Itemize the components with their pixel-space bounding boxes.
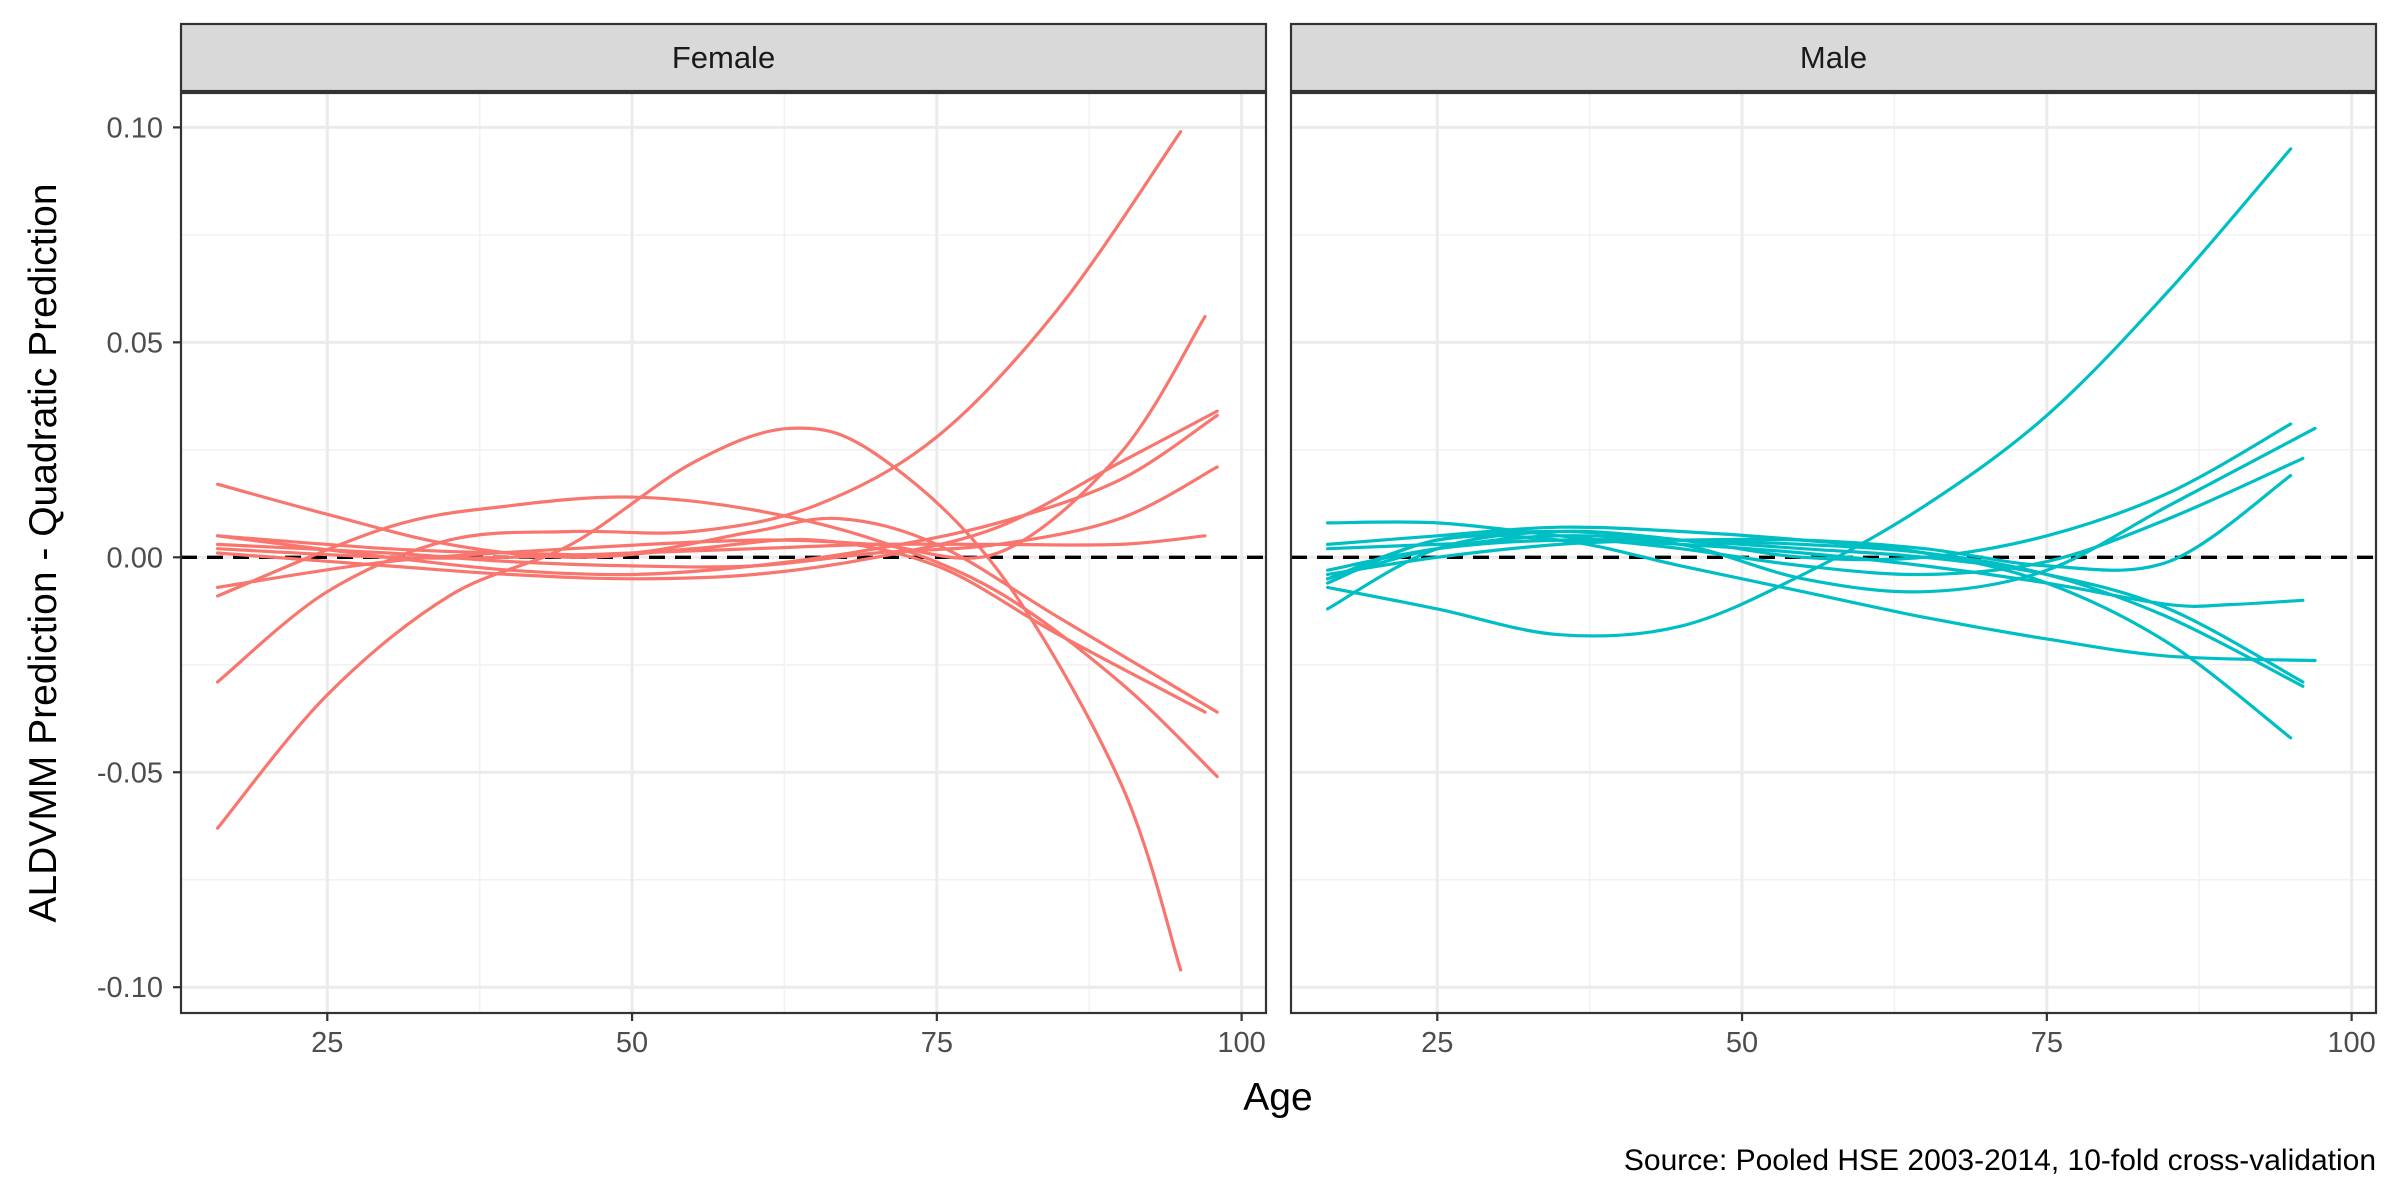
female-series-line-3 — [215, 482, 1207, 714]
strip-male-background — [1289, 22, 2378, 93]
male-series-line-4 — [1325, 456, 2305, 577]
x-tick-label: 25 — [1421, 1027, 1453, 1059]
x-tick-label: 50 — [1726, 1027, 1758, 1059]
y-tick-label: -0.05 — [97, 757, 163, 789]
x-tick-label: 100 — [1217, 1027, 1265, 1059]
male-series-line-8 — [1325, 529, 2305, 684]
y-tick-label: 0.05 — [107, 327, 163, 359]
panel-male-background — [1291, 93, 2376, 1013]
x-axis-title: Age — [1243, 1076, 1312, 1119]
male-series-line-6 — [1325, 525, 2293, 740]
panel-female-border — [179, 91, 1268, 1015]
female-series-line-9 — [215, 465, 1219, 569]
female-series-line-1 — [215, 426, 1183, 972]
y-tick-label: 0.00 — [107, 542, 163, 574]
x-tick-label: 50 — [616, 1027, 648, 1059]
panel-male-lines — [1325, 147, 2317, 740]
x-tick-label: 75 — [921, 1027, 953, 1059]
y-tick-label: -0.10 — [97, 972, 163, 1004]
female-series-line-8 — [215, 409, 1219, 581]
male-series-line-1 — [1325, 147, 2293, 638]
source-caption: Source: Pooled HSE 2003-2014, 10-fold cr… — [1624, 1144, 2376, 1177]
male-series-line-9 — [1325, 538, 2305, 608]
x-axis-male: 25 50 75 100 — [1421, 1013, 2376, 1059]
panel-female-lines — [215, 130, 1219, 972]
male-series-line-10 — [1325, 534, 2317, 663]
y-axis: -0.10 -0.05 0.00 0.05 0.10 — [97, 112, 181, 1004]
x-tick-label: 75 — [2031, 1027, 2063, 1059]
male-series-line-2 — [1325, 422, 2293, 611]
y-tick-label: 0.10 — [107, 112, 163, 144]
strip-label-female: Female — [672, 40, 775, 75]
y-axis-title: ALDVMM Prediction - Quadratic Prediction — [22, 183, 65, 922]
panel-male-grid — [1291, 93, 2376, 1013]
strip-label-male: Male — [1800, 40, 1867, 75]
x-tick-label: 100 — [2327, 1027, 2375, 1059]
x-tick-label: 25 — [311, 1027, 343, 1059]
female-series-line-10 — [215, 534, 1207, 560]
female-series-line-4 — [215, 495, 1219, 779]
panel-female: Female — [179, 22, 1268, 1015]
strip-female-background — [179, 22, 1268, 93]
panel-male-border — [1289, 91, 2378, 1015]
x-axis-female: 25 50 75 100 — [311, 1013, 1266, 1059]
panel-male: Male — [1289, 22, 2378, 1015]
female-series-line-2 — [215, 130, 1183, 684]
female-series-line-5 — [215, 516, 1219, 714]
